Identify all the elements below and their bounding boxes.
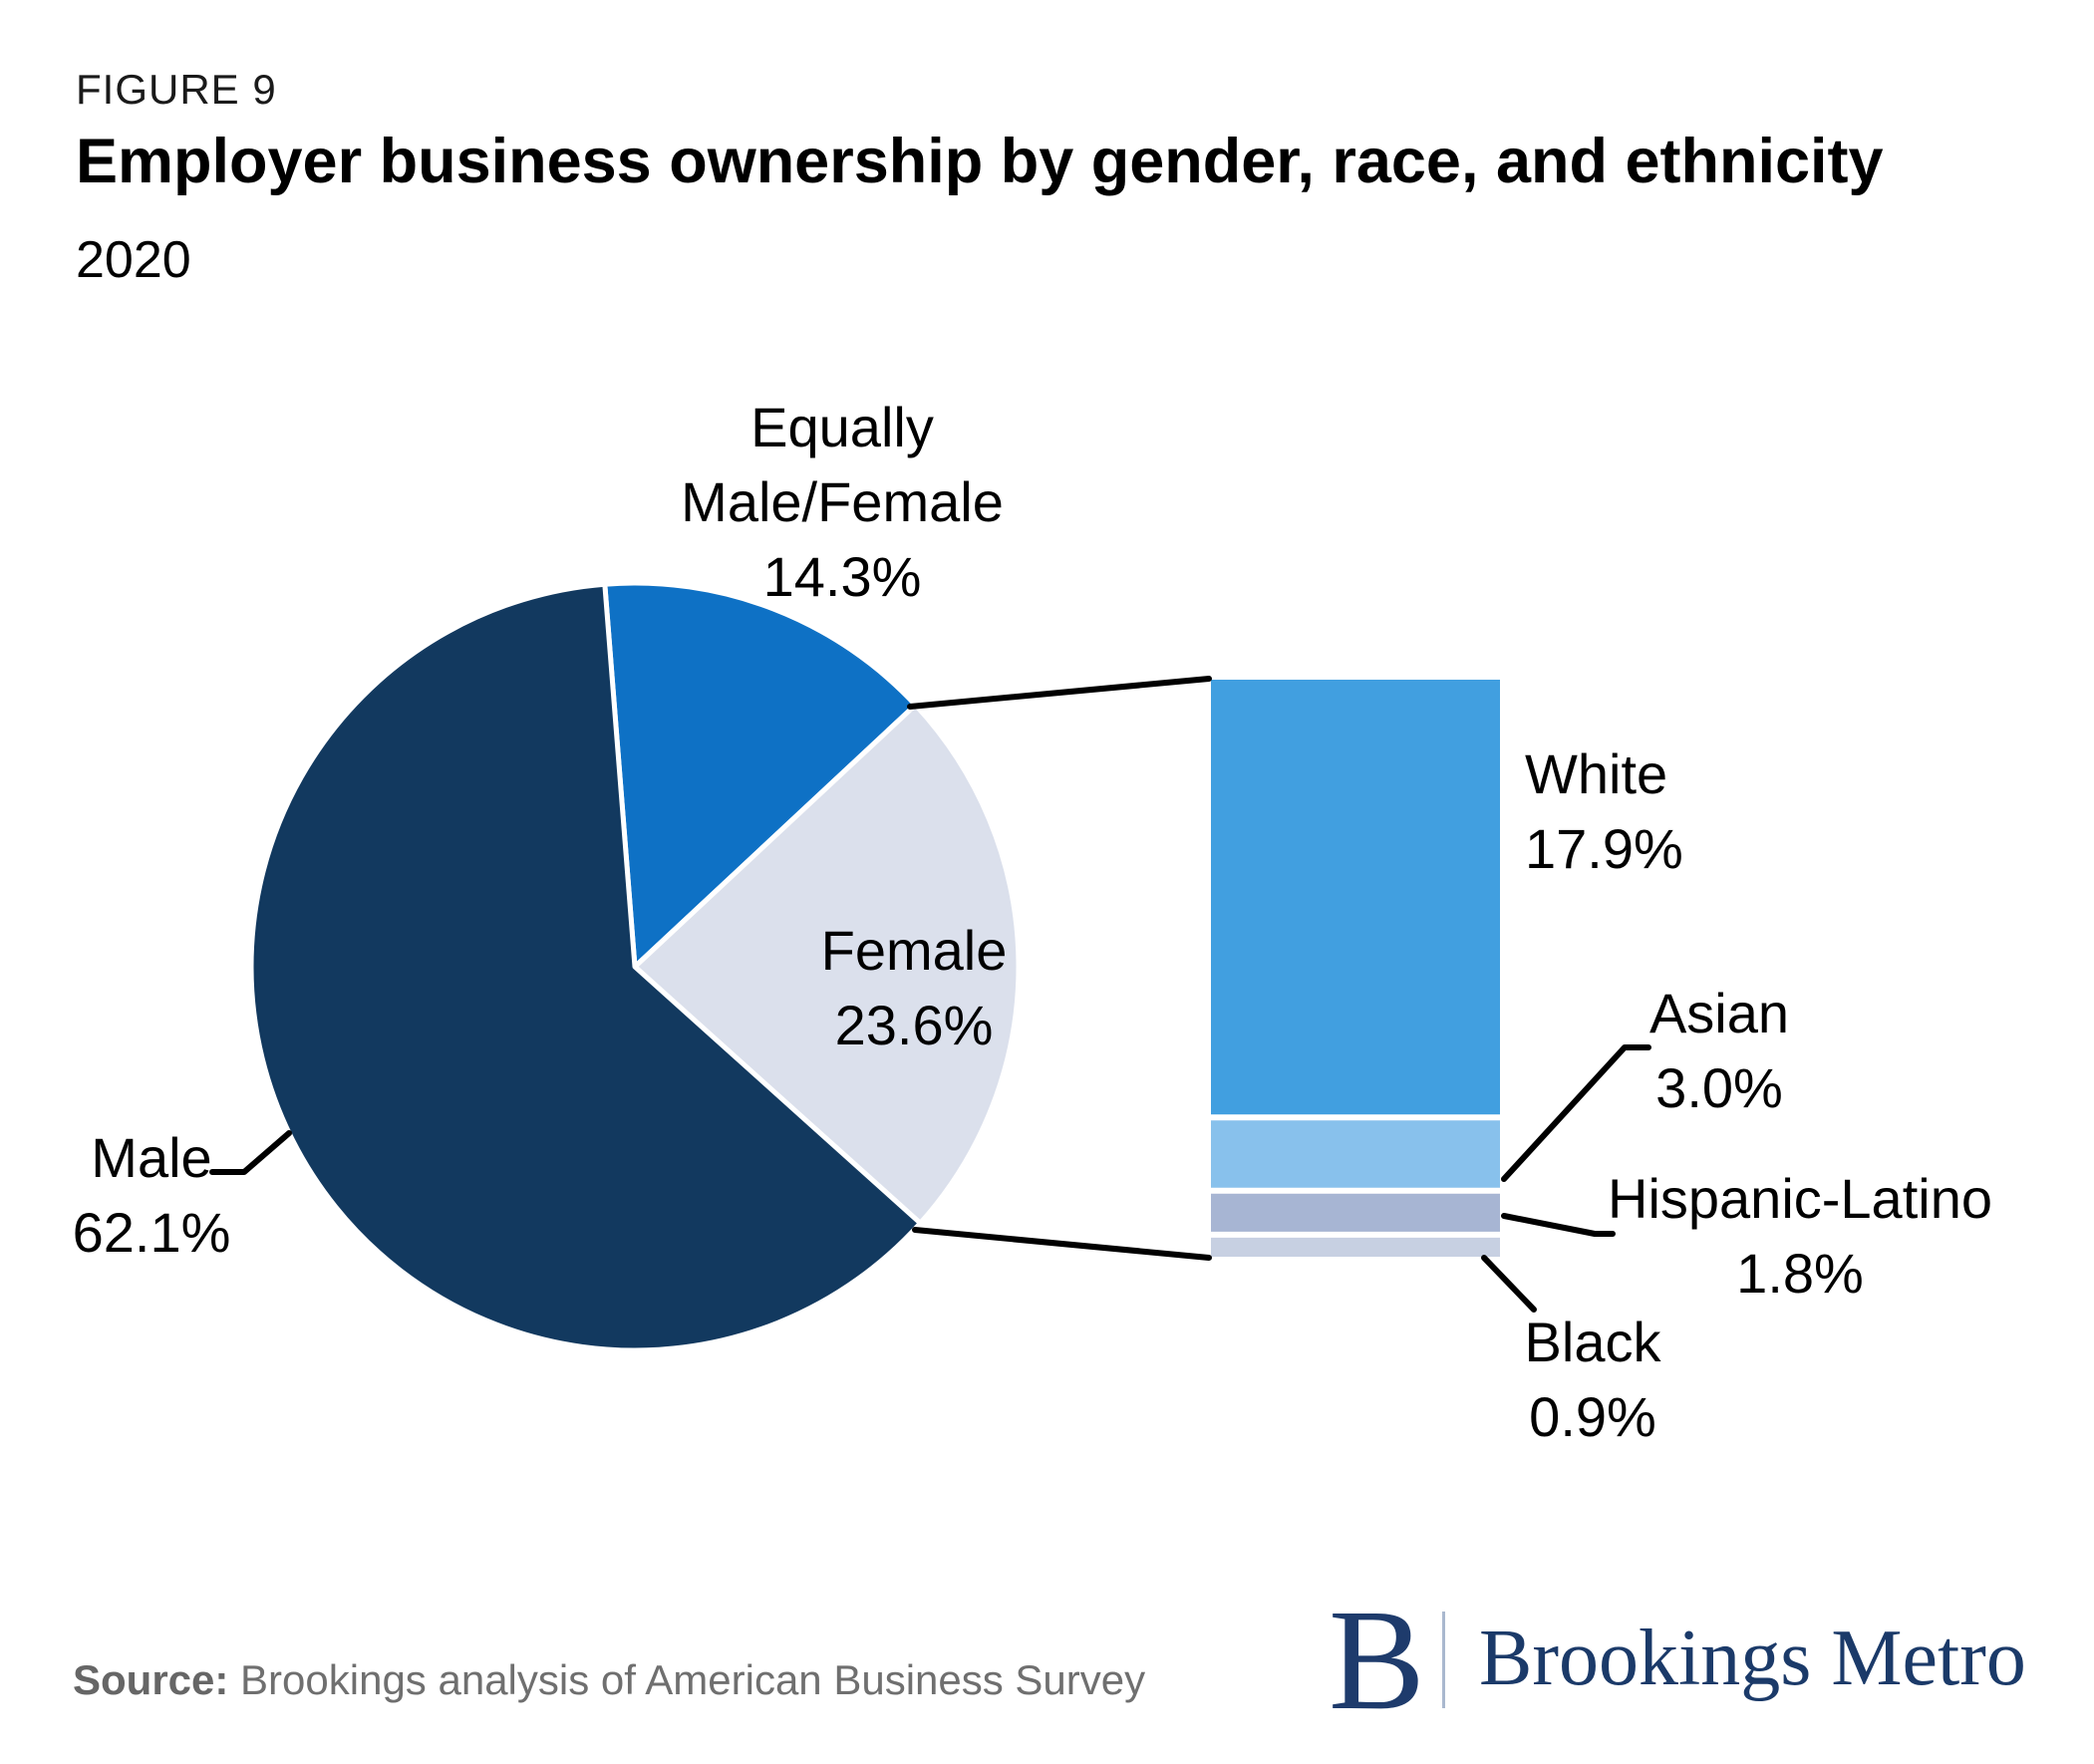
- pie-slice-male: [248, 581, 923, 1353]
- bar-label-white-value: 17.9%: [1525, 817, 1683, 880]
- pie-label-equally-line1: Equally: [750, 396, 934, 458]
- bar-label-black-name: Black: [1524, 1311, 1661, 1373]
- bar-label-black: Black 0.9%: [1525, 1305, 1661, 1454]
- bar-label-asian: Asian 3.0%: [1649, 976, 1789, 1125]
- bar-label-black-value: 0.9%: [1529, 1385, 1656, 1448]
- pie-label-equally-male-female: Equally Male/Female 14.3%: [681, 390, 1004, 614]
- bar-segment-black: [1211, 1234, 1500, 1257]
- source-note: Source: Brookings analysis of American B…: [73, 1656, 1145, 1704]
- pie-label-equally-line2: Male/Female: [681, 470, 1004, 533]
- leader-black: [1481, 1255, 1537, 1313]
- bar-label-hispanic-name: Hispanic-Latino: [1608, 1167, 1992, 1230]
- bar-segment-asian: [1211, 1117, 1500, 1191]
- chart-title: Employer business ownership by gender, r…: [76, 127, 1884, 196]
- chart-subtitle: 2020: [76, 231, 191, 289]
- figure-number: FIGURE 9: [76, 66, 277, 113]
- pie-label-female-value: 23.6%: [834, 994, 994, 1056]
- brookings-monogram: B: [1329, 1581, 1425, 1740]
- brookings-metro-wordmark: Brookings Metro: [1479, 1615, 2026, 1702]
- pie-label-male-value: 62.1%: [72, 1201, 231, 1264]
- pie-label-equally-value: 14.3%: [762, 545, 922, 608]
- source-text: Brookings analysis of American Business …: [228, 1656, 1146, 1703]
- pie-label-female: Female 23.6%: [821, 913, 1008, 1062]
- leader-asian: [1501, 1044, 1651, 1182]
- logo-divider: [1442, 1612, 1445, 1708]
- source-prefix: Source:: [73, 1656, 229, 1703]
- bar-label-asian-value: 3.0%: [1655, 1056, 1783, 1119]
- pie-label-female-name: Female: [820, 919, 1008, 982]
- pie-slice-female: [632, 702, 1022, 1226]
- bar-segment-white: [1211, 680, 1500, 1118]
- leader-pie-to-bar-top: [907, 676, 1212, 710]
- bar-label-hispanic-latino: Hispanic-Latino 1.8%: [1608, 1161, 1992, 1311]
- pie-label-male: Male 62.1%: [73, 1120, 231, 1270]
- bar-label-white-name: White: [1525, 742, 1668, 805]
- bar-segment-hispanic-latino: [1211, 1190, 1500, 1235]
- bar-label-asian-name: Asian: [1648, 982, 1790, 1044]
- leader-male: [209, 1130, 292, 1175]
- bar-label-white: White 17.9%: [1525, 736, 1683, 886]
- bar-label-hispanic-value: 1.8%: [1736, 1242, 1864, 1305]
- leader-pie-to-bar-bottom: [912, 1227, 1212, 1261]
- leader-hispanic-latino: [1501, 1213, 1616, 1237]
- pie-label-male-name: Male: [91, 1126, 212, 1189]
- pie-slice-equally-male-female: [602, 580, 918, 970]
